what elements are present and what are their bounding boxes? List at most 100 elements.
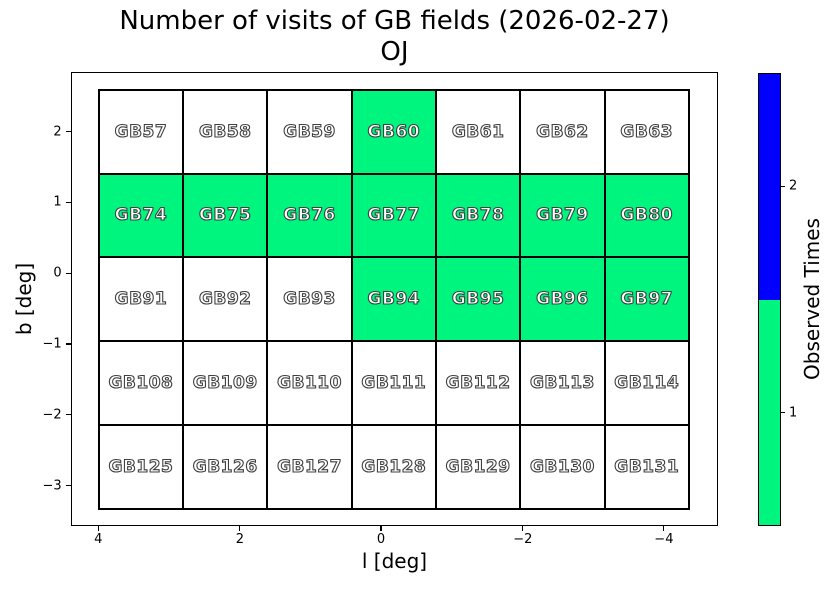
field-cell-GB96: GB96 [520,257,605,342]
colorbar [758,73,781,526]
field-cell-label: GB130 [529,456,595,477]
y-tick-mark [65,131,71,133]
x-tick-mark [380,525,382,531]
colorbar-label: Observed Times [800,218,824,380]
field-cell-GB80: GB80 [604,173,689,258]
colorbar-tick-label: 2 [789,178,798,194]
y-tick-mark [65,414,71,416]
field-cell-GB95: GB95 [435,257,521,342]
field-cell-label: GB114 [614,373,680,394]
field-cell-GB127: GB127 [267,424,352,509]
field-cell-GB76: GB76 [267,173,352,258]
y-tick-label: 0 [53,265,62,281]
field-cell-GB79: GB79 [520,173,605,258]
field-cell-label: GB95 [451,289,505,310]
x-tick-mark [239,525,241,531]
colorbar-tick-mark [781,412,785,414]
field-cell-label: GB94 [367,289,421,310]
field-cell-GB113: GB113 [520,341,605,425]
chart-title: Number of visits of GB fields (2026-02-2… [71,6,718,68]
field-cell-GB91: GB91 [98,257,184,342]
field-cell-label: GB126 [192,456,258,477]
field-cell-label: GB128 [361,456,427,477]
y-tick-label: 1 [53,194,62,210]
x-tick-label: 4 [94,531,103,547]
x-tick-label: 0 [376,531,386,547]
field-cell-label: GB113 [529,373,595,394]
x-tick-mark [663,525,665,531]
field-cell-label: GB75 [198,205,252,226]
field-cell-GB74: GB74 [98,173,184,258]
x-axis-label: l [deg] [361,549,428,573]
chart-title-line1: Number of visits of GB fields (2026-02-2… [119,6,670,36]
field-cell-label: GB58 [198,121,252,142]
field-cell-label: GB79 [536,205,589,226]
field-cell-GB78: GB78 [435,173,521,258]
field-cell-label: GB62 [536,121,589,142]
field-cell-GB94: GB94 [351,257,436,342]
field-cell-GB129: GB129 [435,424,521,509]
field-cell-GB130: GB130 [520,424,605,509]
field-cell-label: GB57 [114,121,168,142]
y-tick-mark [65,201,71,203]
y-axis-label: b [deg] [12,262,36,336]
colorbar-segment-1-visit [759,299,780,525]
field-cell-label: GB111 [361,373,427,394]
field-cell-GB108: GB108 [98,341,184,425]
field-grid: GB57 GB58 GB59 GB60 GB61 GB62 GB63 GB74 GB75 GB76… [97,88,690,510]
field-cell-GB97: GB97 [604,257,689,342]
field-cell-label: GB96 [536,289,589,310]
field-cell-GB92: GB92 [183,257,268,342]
colorbar-segment-2-visits [759,74,780,300]
colorbar-tick-label: 1 [789,405,798,421]
x-tick-label: −2 [513,531,533,547]
field-cell-label: GB74 [114,205,168,226]
field-cell-label: GB91 [114,289,168,310]
plot-area: GB57 GB58 GB59 GB60 GB61 GB62 GB63 GB74 GB75 GB76… [70,72,718,526]
field-cell-GB114: GB114 [604,341,689,425]
field-cell-GB61: GB61 [435,89,521,174]
field-cell-label: GB77 [367,205,421,226]
field-cell-GB109: GB109 [183,341,268,425]
y-tick-mark [65,272,71,274]
y-tick-mark [65,485,71,487]
field-cell-label: GB129 [445,456,511,477]
field-cell-label: GB112 [445,373,511,394]
field-cell-GB59: GB59 [267,89,352,174]
field-cell-GB110: GB110 [267,341,352,425]
field-cell-GB77: GB77 [351,173,436,258]
field-cell-label: GB78 [451,205,505,226]
field-cell-GB58: GB58 [183,89,268,174]
field-cell-label: GB76 [283,205,336,226]
field-cell-GB93: GB93 [267,257,352,342]
x-tick-label: −4 [654,531,674,547]
field-cell-label: GB109 [192,373,258,394]
field-cell-GB75: GB75 [183,173,268,258]
field-cell-GB57: GB57 [98,89,184,174]
field-cell-GB131: GB131 [604,424,689,509]
field-cell-label: GB108 [108,373,174,394]
y-tick-mark [65,343,71,345]
field-cell-label: GB92 [198,289,252,310]
x-tick-mark [97,525,99,531]
field-cell-label: GB63 [620,121,673,142]
field-cell-label: GB61 [451,121,505,142]
colorbar-tick-mark [781,185,785,187]
field-cell-GB128: GB128 [351,424,436,509]
y-tick-label: −3 [42,478,62,494]
field-cell-label: GB60 [367,121,421,142]
field-cell-label: GB127 [277,456,343,477]
field-cell-label: GB93 [283,289,336,310]
field-cell-label: GB80 [620,205,673,226]
x-tick-mark [522,525,524,531]
field-cell-label: GB125 [108,456,174,477]
field-cell-GB111: GB111 [351,341,436,425]
field-cell-GB60: GB60 [351,89,436,174]
field-cell-label: GB59 [283,121,336,142]
x-tick-label: 2 [235,531,245,547]
field-cell-label: GB97 [620,289,673,310]
field-cell-label: GB131 [614,456,680,477]
field-cell-label: GB110 [277,373,343,394]
field-cell-GB126: GB126 [183,424,268,509]
